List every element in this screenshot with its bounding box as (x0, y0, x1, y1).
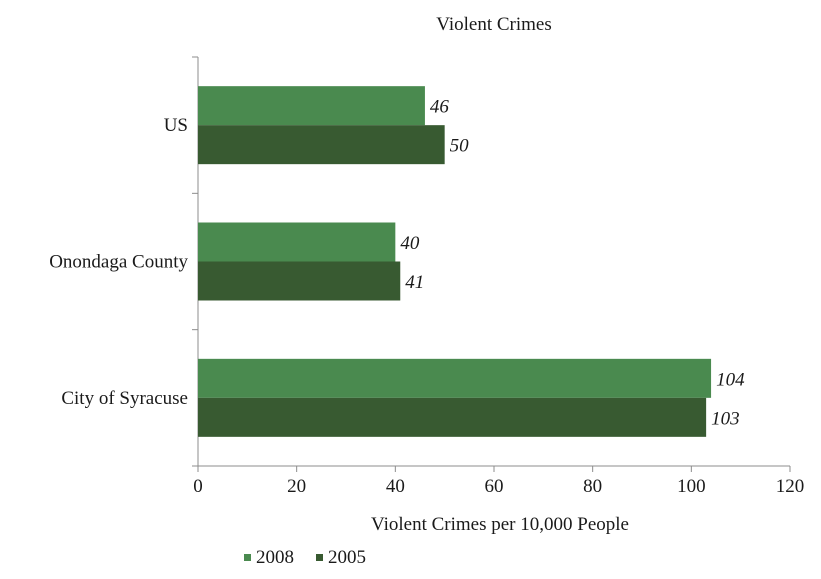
x-tick-label: 60 (485, 476, 504, 497)
data-label: 104 (716, 369, 745, 390)
x-axis-label: Violent Crimes per 10,000 People (371, 514, 629, 535)
x-tick-label: 40 (386, 476, 405, 497)
x-tick-label: 100 (677, 476, 706, 497)
bar (198, 222, 396, 262)
legend-label: 2005 (328, 547, 366, 568)
category-label: City of Syracuse (61, 388, 188, 409)
x-tick-label: 0 (193, 476, 203, 497)
data-label: 103 (711, 408, 740, 429)
chart-title: Violent Crimes (436, 14, 551, 35)
data-label: 46 (430, 97, 450, 118)
bar (198, 261, 401, 301)
bar (198, 358, 712, 398)
legend-swatch (244, 554, 251, 561)
data-label: 50 (450, 136, 470, 157)
legend: 2008 2005 (244, 547, 366, 568)
x-tick-labels: 0 20 40 60 80 100 120 (193, 476, 804, 497)
bars (198, 86, 712, 437)
bar (198, 125, 445, 165)
data-label: 41 (405, 272, 424, 293)
category-label: US (164, 115, 188, 136)
bar (198, 86, 425, 126)
x-tick-label: 120 (776, 476, 805, 497)
category-labels: US Onondaga County City of Syracuse (49, 115, 188, 409)
data-label: 40 (400, 233, 420, 254)
category-label: Onondaga County (49, 252, 188, 273)
x-tick-label: 20 (287, 476, 306, 497)
legend-label: 2008 (256, 547, 294, 568)
legend-swatch (316, 554, 323, 561)
bar (198, 397, 707, 437)
x-tick-label: 80 (583, 476, 602, 497)
